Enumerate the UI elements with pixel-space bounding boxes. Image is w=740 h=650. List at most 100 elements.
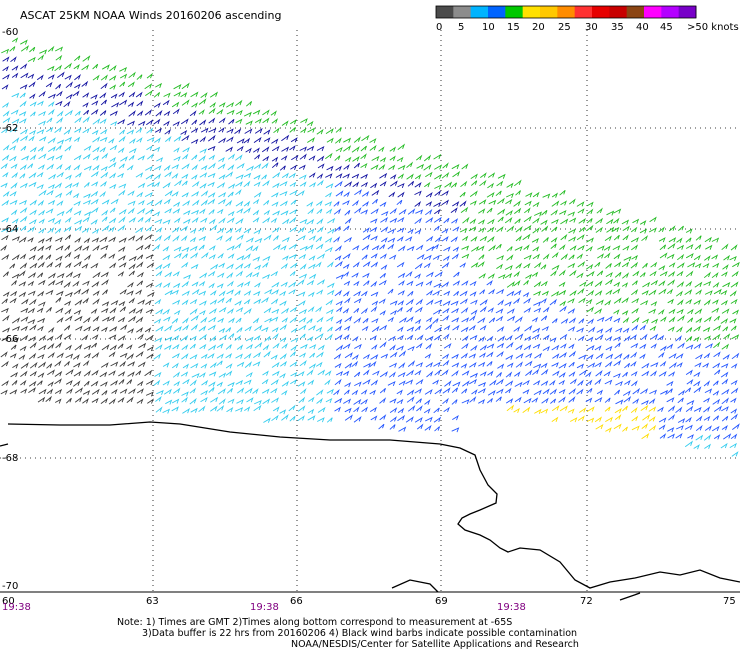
wind-barb	[470, 344, 478, 351]
wind-barb	[712, 299, 719, 305]
wind-barb	[723, 333, 731, 340]
wind-barb	[426, 289, 433, 296]
wind-barb	[144, 243, 151, 250]
wind-barb	[236, 234, 244, 240]
wind-barb	[415, 306, 423, 313]
wind-barb	[650, 362, 659, 368]
wind-barb	[209, 102, 216, 108]
wind-barb	[47, 369, 55, 376]
wind-barb	[505, 199, 513, 205]
wind-barb	[172, 226, 180, 233]
wind-barb	[335, 370, 344, 377]
wind-barb	[28, 172, 37, 179]
wind-barb	[38, 238, 45, 244]
wind-barb	[721, 406, 729, 412]
wind-barb	[99, 146, 106, 153]
wind-barb	[360, 162, 368, 169]
wind-barb	[552, 353, 560, 359]
wind-barb	[316, 351, 324, 358]
wind-barb	[181, 290, 190, 296]
wind-barb	[155, 270, 163, 277]
wind-barb	[254, 163, 262, 169]
wind-barb	[651, 318, 659, 324]
wind-barb	[540, 280, 548, 287]
wind-barb	[147, 345, 154, 352]
wind-barb	[191, 174, 198, 180]
wind-barb	[10, 109, 19, 115]
wind-barb	[505, 209, 513, 216]
wind-barb	[244, 128, 253, 134]
wind-barb	[128, 315, 137, 323]
wind-barb	[146, 200, 154, 206]
wind-barb	[209, 299, 218, 305]
footnote-line-3: NOAA/NESDIS/Center for Satellite Applica…	[291, 639, 579, 650]
wind-barb	[361, 244, 370, 251]
legend-frame	[435, 5, 697, 19]
wind-barb	[27, 280, 35, 287]
wind-barb	[399, 316, 407, 323]
wind-barb	[2, 271, 9, 278]
wind-barb	[730, 325, 737, 331]
wind-barb	[549, 388, 557, 395]
wind-barb	[46, 117, 53, 124]
wind-barb	[65, 174, 72, 180]
wind-barb	[182, 407, 190, 414]
wind-barb	[720, 318, 729, 324]
wind-barb	[333, 236, 341, 243]
wind-barb	[37, 199, 45, 206]
wind-barb	[397, 216, 405, 223]
wind-barb	[118, 300, 126, 307]
wind-barb	[11, 72, 19, 78]
wind-barb	[462, 335, 469, 341]
wind-barb	[362, 261, 371, 267]
wind-barb	[127, 81, 135, 88]
wind-barb	[216, 235, 223, 241]
wind-barb	[191, 119, 198, 126]
wind-barb	[363, 280, 370, 287]
wind-barb	[523, 262, 531, 269]
wind-barb	[28, 380, 37, 387]
wind-barb	[127, 200, 136, 206]
wind-barb	[604, 252, 611, 259]
wind-barb	[183, 210, 191, 216]
wind-barb	[523, 254, 532, 260]
wind-barb	[443, 342, 452, 349]
wind-barb	[308, 263, 316, 269]
wind-barb	[162, 182, 171, 189]
wind-barb	[451, 218, 459, 224]
wind-barb	[19, 118, 27, 124]
wind-barb	[459, 290, 468, 297]
wind-barb	[27, 73, 35, 79]
wind-barb	[712, 398, 721, 405]
wind-barb	[144, 83, 153, 90]
wind-barb	[432, 243, 440, 250]
wind-barb	[316, 200, 323, 206]
wind-barb	[354, 343, 362, 349]
wind-barb	[252, 272, 260, 278]
wind-barb	[253, 136, 262, 143]
wind-barb	[154, 218, 163, 224]
wind-barb	[262, 255, 271, 261]
wind-barb	[225, 363, 233, 369]
wind-barb	[721, 415, 729, 422]
wind-barb	[37, 353, 45, 360]
wind-barb	[198, 405, 206, 413]
wind-barb	[55, 192, 63, 198]
wind-barb	[659, 244, 667, 251]
wind-barb	[101, 307, 109, 313]
wind-barb	[54, 360, 62, 367]
wind-barb	[594, 396, 603, 403]
wind-barb	[226, 101, 235, 108]
wind-barb	[218, 290, 226, 297]
wind-barb	[55, 154, 63, 160]
wind-barb	[20, 307, 29, 313]
wind-barb	[10, 163, 18, 169]
wind-barb	[252, 245, 259, 252]
wind-barb	[549, 337, 557, 343]
wind-barb	[91, 170, 99, 178]
wind-barb	[27, 226, 35, 233]
wind-barb	[479, 352, 486, 358]
wind-barb	[38, 110, 46, 117]
wind-barb	[145, 90, 153, 96]
wind-barb	[730, 387, 739, 394]
